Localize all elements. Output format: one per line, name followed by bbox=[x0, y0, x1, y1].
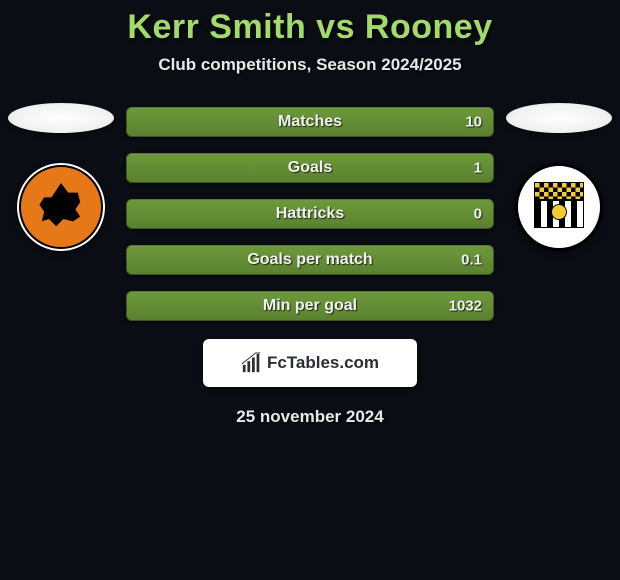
stat-right-value: 10 bbox=[465, 114, 482, 131]
shield-icon bbox=[534, 182, 584, 232]
stat-row-goals-per-match: Goals per match 0.1 bbox=[126, 245, 494, 275]
bar-chart-icon bbox=[241, 352, 263, 374]
stats-list: Matches 10 Goals 1 Hattricks 0 Goals per… bbox=[116, 107, 504, 321]
stat-row-matches: Matches 10 bbox=[126, 107, 494, 137]
stat-row-goals: Goals 1 bbox=[126, 153, 494, 183]
brand-label: FcTables.com bbox=[267, 353, 379, 373]
stat-label: Goals bbox=[288, 159, 332, 177]
stat-row-hattricks: Hattricks 0 bbox=[126, 199, 494, 229]
stat-label: Goals per match bbox=[247, 251, 372, 269]
club-badge-right bbox=[515, 163, 603, 251]
left-player-col bbox=[6, 103, 116, 251]
stat-label: Hattricks bbox=[276, 205, 344, 223]
club-badge-left bbox=[17, 163, 105, 251]
player-silhouette-left bbox=[8, 103, 114, 133]
stat-label: Min per goal bbox=[263, 297, 357, 315]
lion-icon bbox=[37, 183, 85, 231]
subtitle: Club competitions, Season 2024/2025 bbox=[158, 55, 461, 75]
date-label: 25 november 2024 bbox=[236, 407, 383, 427]
stat-right-value: 0.1 bbox=[461, 252, 482, 269]
stat-label: Matches bbox=[278, 113, 342, 131]
comparison-row: Matches 10 Goals 1 Hattricks 0 Goals per… bbox=[0, 103, 620, 321]
page-title: Kerr Smith vs Rooney bbox=[127, 8, 492, 47]
stat-right-value: 1032 bbox=[449, 298, 482, 315]
infographic-card: Kerr Smith vs Rooney Club competitions, … bbox=[0, 0, 620, 427]
brand-badge: FcTables.com bbox=[203, 339, 417, 387]
stat-right-value: 1 bbox=[474, 160, 482, 177]
player-silhouette-right bbox=[506, 103, 612, 133]
right-player-col bbox=[504, 103, 614, 251]
stat-row-min-per-goal: Min per goal 1032 bbox=[126, 291, 494, 321]
stat-right-value: 0 bbox=[474, 206, 482, 223]
